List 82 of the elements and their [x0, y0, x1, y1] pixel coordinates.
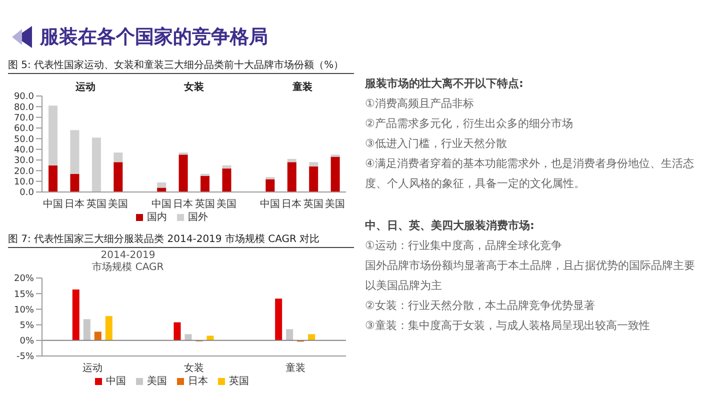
y-tick-label: -5% — [16, 352, 34, 362]
bar — [83, 319, 90, 340]
bar — [308, 334, 316, 340]
legend-label: 中国 — [106, 376, 126, 387]
x-tick-label: 童装 — [285, 362, 306, 374]
y-tick-label: 60.0 — [14, 124, 34, 134]
chart-title: 图 7: 代表性国家三大细分服装品类 2014-2019 市场规模 CAGR 对比 — [8, 232, 354, 248]
x-tick-label: 英国 — [86, 198, 106, 210]
bar — [174, 322, 181, 340]
bar — [266, 179, 275, 192]
x-tick-label: 英国 — [194, 198, 215, 210]
text: ②女装：行业天然分散，本土品牌竞争优势显著 — [365, 298, 596, 314]
bar — [72, 290, 80, 340]
bar — [309, 166, 318, 192]
text: 服装市场的壮大离不开以下特点: — [365, 76, 524, 92]
text: 童装 — [292, 80, 314, 94]
chart-title: 图 5: 代表性国家运动、女装和童装三大细分品类前十大品牌市场份额（%） — [8, 58, 354, 74]
bar — [114, 162, 123, 192]
bar — [157, 188, 166, 192]
text: ①运动：行业集中度高，品牌全球化竞争 — [365, 238, 563, 254]
bar — [105, 316, 112, 340]
bar — [287, 162, 296, 192]
y-tick-label: 15% — [14, 290, 34, 300]
text: ①消费高频且产品非标 — [365, 96, 475, 112]
bar — [114, 152, 123, 162]
bar — [70, 130, 80, 174]
bar — [48, 165, 58, 192]
x-tick-label: 中国 — [151, 198, 172, 210]
x-tick-label: 运动 — [82, 362, 103, 374]
bar — [92, 138, 101, 192]
bar — [178, 154, 188, 192]
y-tick-label: 50.0 — [14, 134, 34, 145]
text: 女装 — [183, 80, 205, 94]
text: ③低进入门槛，行业天然分散 — [365, 136, 508, 152]
text: 国外品牌市场份额均显著高于本土品牌，且占据优势的国际品牌主要以美国品牌为主 — [365, 258, 696, 294]
x-tick-label: 中国 — [260, 198, 280, 210]
x-tick-label: 日本 — [282, 198, 302, 210]
bar — [286, 329, 294, 340]
bar — [48, 106, 58, 166]
text: 中、日、英、美四大服装消费市场: — [365, 218, 536, 234]
text: ②产品需求多元化，衍生出众多的细分市场 — [365, 116, 574, 132]
bar — [222, 168, 232, 192]
y-tick-label: 30.0 — [14, 156, 34, 166]
x-tick-label: 英国 — [303, 198, 324, 210]
x-tick-label: 日本 — [64, 198, 85, 210]
bar — [94, 332, 102, 340]
y-tick-label: 20% — [14, 274, 34, 284]
bar — [200, 176, 210, 192]
y-tick-label: 5% — [20, 320, 34, 331]
x-tick-label: 日本 — [173, 198, 194, 210]
x-tick-label: 美国 — [108, 198, 128, 210]
text: ④满足消费者穿着的基本功能需求外，也是消费者身份地位、生活态度、个人风格的象征，具备一定的文化属性。 — [365, 156, 695, 192]
text: ③童装：集中度高于女装，与成人装格局呈现出较高一致性 — [365, 318, 651, 334]
y-tick-label: 40.0 — [14, 146, 34, 156]
x-tick-label: 美国 — [325, 198, 346, 210]
text: 运动 — [74, 80, 96, 94]
text: 服装在各个国家的竞争格局 — [40, 25, 268, 50]
legend-label: 国外 — [188, 212, 208, 223]
y-tick-label: 20.0 — [14, 166, 34, 177]
y-tick-label: 10.0 — [14, 178, 34, 188]
bar — [287, 158, 296, 162]
y-tick-label: 0% — [20, 336, 34, 347]
y-tick-label: 10% — [14, 305, 34, 316]
bar — [309, 162, 318, 166]
legend-label: 日本 — [188, 376, 208, 387]
y-tick-label: 90.0 — [14, 92, 34, 102]
y-tick-label: 70.0 — [14, 114, 34, 124]
bar — [70, 174, 80, 192]
bar — [184, 334, 192, 340]
chart-subtitle: 2014-2019 市场规模 CAGR — [91, 250, 165, 274]
legend-label: 英国 — [229, 376, 249, 387]
legend-label: 国内 — [147, 212, 167, 223]
x-tick-label: 女装 — [184, 362, 204, 374]
x-tick-label: 中国 — [42, 198, 63, 210]
bar — [157, 182, 166, 188]
bar — [330, 156, 340, 192]
y-tick-label: 0.0 — [20, 188, 34, 198]
legend-label: 美国 — [147, 376, 167, 387]
bar — [222, 165, 232, 169]
bar — [275, 298, 282, 340]
y-tick-label: 80.0 — [14, 102, 34, 113]
x-tick-label: 美国 — [216, 198, 237, 210]
